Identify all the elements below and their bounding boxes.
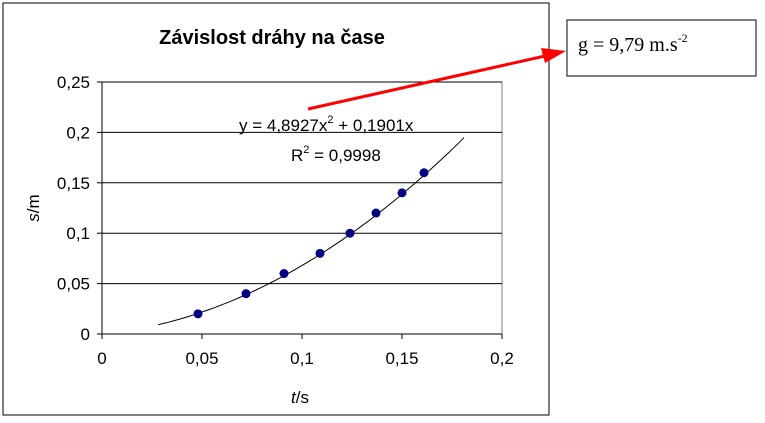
y-tick-label: 0,1 [66, 224, 90, 243]
r2-rhs: = 0,9998 [309, 146, 380, 165]
y-axis-label: s/m [24, 194, 43, 221]
x-tick-label: 0,2 [490, 349, 514, 368]
data-point [193, 309, 203, 319]
y-tick-label: 0 [81, 325, 90, 344]
r-squared-label: R2 = 0,9998 [291, 144, 381, 165]
red-arrow [307, 48, 566, 111]
y-axis-label-var: s [24, 213, 43, 222]
y-tick-label: 0,15 [57, 174, 90, 193]
x-axis-label-unit: /s [296, 388, 309, 407]
data-point [315, 248, 325, 258]
x-tick-label: 0,1 [290, 349, 314, 368]
arrow-shaft [307, 54, 546, 111]
y-tick-label: 0,05 [57, 275, 90, 294]
data-point [371, 208, 381, 218]
x-axis-label-var: t [291, 388, 297, 407]
equation-rhs: + 0,1901x [334, 116, 414, 135]
trendline [157, 137, 465, 326]
result-text: g = 9,79 m.s-2 [578, 31, 688, 56]
result-exponent: -2 [678, 31, 688, 45]
data-point [419, 168, 429, 178]
x-axis-label: t/s [291, 388, 309, 407]
data-point [241, 289, 251, 299]
x-tick-label: 0,15 [385, 349, 418, 368]
chart-title: Závislost dráhy na čase [159, 27, 385, 49]
result-box [566, 19, 757, 77]
plot-area [101, 81, 503, 335]
y-tick-label: 0,2 [66, 123, 90, 142]
equation-lhs: y = 4,8927x [239, 116, 328, 135]
y-tick-label: 0,25 [57, 73, 90, 92]
arrow-head [541, 48, 566, 63]
data-point [279, 269, 289, 279]
r2-lhs: R [291, 146, 303, 165]
x-tick-label: 0 [97, 349, 106, 368]
x-tick-labels: 0 0,05 0,1 0,15 0,2 [97, 349, 514, 368]
x-tick-label: 0,05 [185, 349, 218, 368]
y-axis-label-unit: /m [24, 194, 43, 213]
trendline-equation: y = 4,8927x2 + 0,1901x [239, 114, 414, 135]
y-tick-labels: 0 0,05 0,1 0,15 0,2 0,25 [57, 73, 90, 344]
result-lhs: g = 9,79 m.s [578, 34, 678, 56]
axes [97, 81, 503, 339]
data-point [397, 188, 407, 198]
data-points [193, 168, 429, 319]
data-point [345, 228, 355, 238]
equation-exponent: 2 [327, 114, 333, 126]
r2-exponent: 2 [303, 144, 309, 156]
trendline-layer [157, 137, 465, 326]
